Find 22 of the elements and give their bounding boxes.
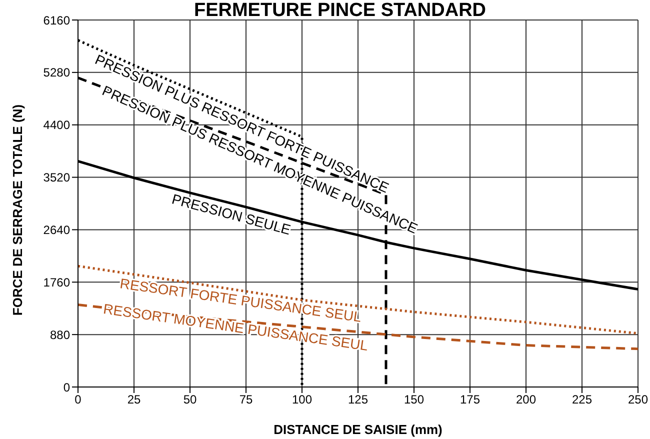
y-tick-label: 6160: [43, 13, 70, 28]
x-tick-label: 0: [74, 392, 82, 407]
x-tick-label: 200: [516, 392, 536, 407]
x-tick-label: 225: [572, 392, 592, 407]
x-tick-label: 175: [460, 392, 480, 407]
y-tick-label: 0: [63, 380, 70, 394]
x-axis-title: DISTANCE DE SAISIE (mm): [274, 422, 442, 437]
x-tick-label: 25: [127, 392, 141, 407]
y-tick-label: 3520: [43, 170, 70, 185]
y-tick-label: 5280: [43, 66, 70, 80]
chart-title: FERMETURE PINCE STANDARD: [194, 0, 486, 21]
y-tick-label: 1760: [43, 275, 70, 290]
y-tick-label: 2640: [43, 222, 70, 237]
x-tick-label: 125: [348, 392, 368, 407]
y-tick-label: 880: [50, 328, 70, 342]
x-tick-label: 150: [404, 392, 424, 407]
y-axis-title: FORCE DE SERRAGE TOTALE (N): [10, 104, 25, 316]
x-tick-label: 50: [183, 392, 197, 407]
x-tick-label: 250: [628, 392, 648, 407]
y-tick-label: 4400: [43, 118, 70, 132]
x-tick-label: 100: [292, 392, 312, 407]
x-tick-label: 75: [239, 392, 253, 407]
